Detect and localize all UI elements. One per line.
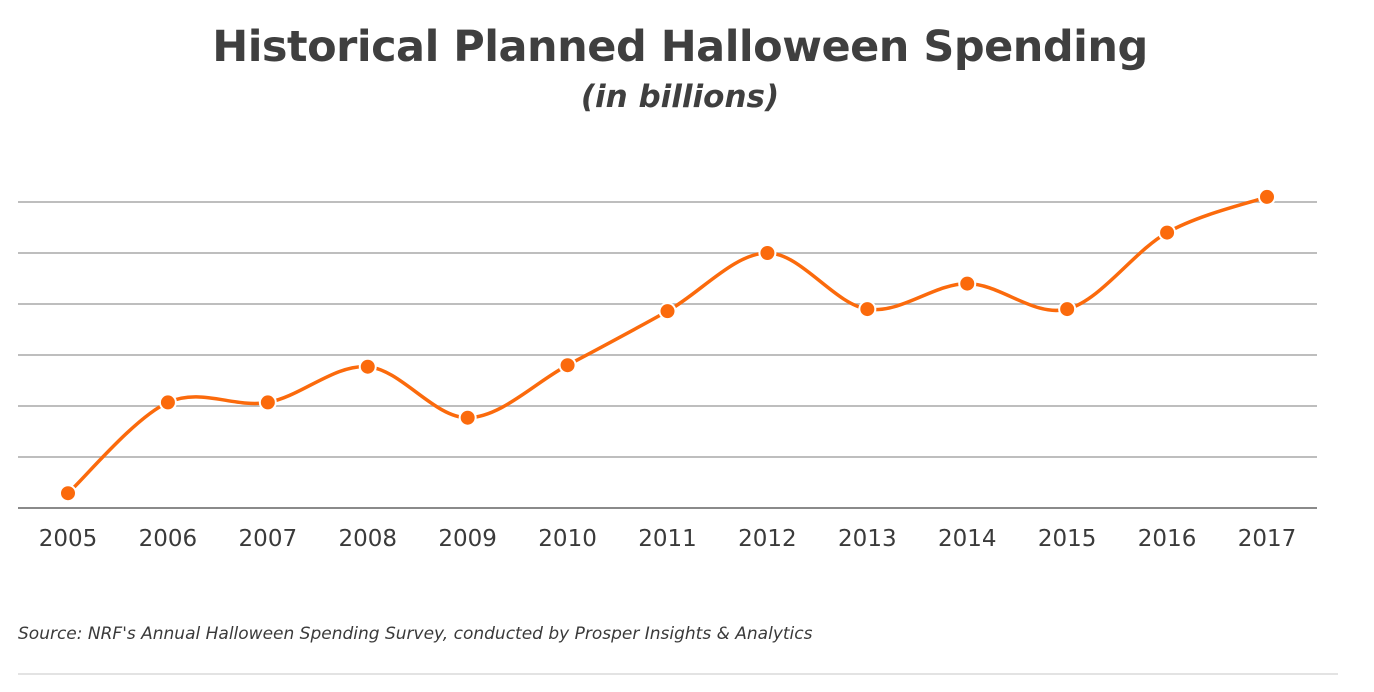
x-tick-label-2008: 2008 xyxy=(338,526,397,552)
x-tick-label-2009: 2009 xyxy=(438,526,497,552)
data-point-2017 xyxy=(1258,187,1276,206)
data-point-2012 xyxy=(758,244,777,262)
data-point-2016 xyxy=(1158,223,1177,242)
x-tick-label-2005: 2005 xyxy=(39,526,98,552)
data-point-2013 xyxy=(858,300,877,319)
x-tick-label-2015: 2015 xyxy=(1038,526,1097,552)
x-tick-label-2006: 2006 xyxy=(139,526,198,552)
source-note: Source: NRF's Annual Halloween Spending … xyxy=(18,624,813,644)
x-tick-label-2017: 2017 xyxy=(1238,526,1297,552)
chart-title: Historical Planned Halloween Spending xyxy=(212,22,1148,72)
x-axis-tick-labels: 2005 2006 2007 2008 2009 2010 2011 2012 2013 2014… xyxy=(39,526,1297,552)
x-tick-label-2013: 2013 xyxy=(838,526,897,552)
x-tick-label-2010: 2010 xyxy=(538,526,597,552)
data-point-2009 xyxy=(458,408,477,427)
bottom-divider xyxy=(18,673,1338,675)
data-point-2011 xyxy=(658,302,677,321)
series-line xyxy=(66,195,1269,495)
data-points xyxy=(59,187,1276,503)
chart-subtitle: (in billions) xyxy=(580,79,780,115)
x-tick-label-2007: 2007 xyxy=(239,526,298,552)
data-point-2014 xyxy=(958,274,977,293)
data-point-2006 xyxy=(158,393,177,412)
x-tick-label-2014: 2014 xyxy=(938,526,997,552)
grid-lines xyxy=(18,201,1317,509)
data-point-2010 xyxy=(558,356,577,375)
data-point-2015 xyxy=(1058,300,1077,319)
data-point-2005 xyxy=(59,484,77,503)
x-tick-label-2016: 2016 xyxy=(1138,526,1197,552)
x-tick-label-2012: 2012 xyxy=(738,526,797,552)
data-point-2007 xyxy=(258,393,277,412)
x-tick-label-2011: 2011 xyxy=(638,526,697,552)
data-point-2008 xyxy=(358,357,377,376)
